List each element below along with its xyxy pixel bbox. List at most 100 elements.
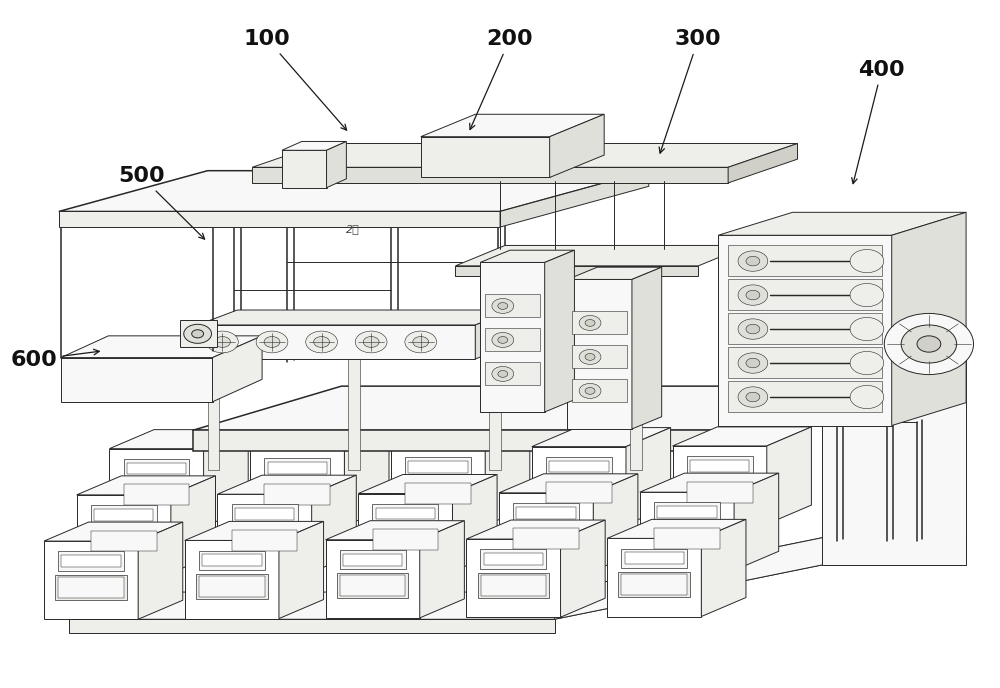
Circle shape <box>850 385 884 409</box>
Polygon shape <box>185 522 324 540</box>
Polygon shape <box>282 142 346 150</box>
Polygon shape <box>513 528 579 550</box>
Circle shape <box>738 319 768 339</box>
Polygon shape <box>235 508 294 520</box>
Polygon shape <box>489 345 514 351</box>
Polygon shape <box>572 345 627 368</box>
Polygon shape <box>549 461 609 473</box>
Circle shape <box>585 354 595 361</box>
Text: 300: 300 <box>659 29 722 153</box>
Circle shape <box>256 331 288 353</box>
Polygon shape <box>340 550 406 570</box>
Polygon shape <box>421 114 604 137</box>
Circle shape <box>850 352 884 374</box>
Polygon shape <box>264 458 330 477</box>
Polygon shape <box>250 429 389 448</box>
Polygon shape <box>593 474 638 571</box>
Polygon shape <box>58 551 124 571</box>
Polygon shape <box>651 526 723 551</box>
Polygon shape <box>61 358 213 402</box>
Polygon shape <box>91 530 157 552</box>
Polygon shape <box>687 482 753 502</box>
Polygon shape <box>94 509 153 521</box>
Polygon shape <box>208 351 219 470</box>
Polygon shape <box>767 427 811 524</box>
Circle shape <box>314 336 330 347</box>
Polygon shape <box>481 574 546 596</box>
Polygon shape <box>198 310 515 325</box>
Polygon shape <box>621 574 687 595</box>
Polygon shape <box>348 345 373 351</box>
Polygon shape <box>109 449 204 527</box>
Polygon shape <box>478 572 549 598</box>
Polygon shape <box>213 336 262 402</box>
Circle shape <box>192 330 204 338</box>
Circle shape <box>363 336 379 347</box>
Polygon shape <box>718 235 892 426</box>
Polygon shape <box>250 448 344 526</box>
Polygon shape <box>405 483 471 504</box>
Polygon shape <box>88 528 160 554</box>
Polygon shape <box>217 475 356 494</box>
Polygon shape <box>545 250 574 412</box>
Polygon shape <box>59 171 649 211</box>
Polygon shape <box>550 114 604 178</box>
Text: 200: 200 <box>470 29 533 129</box>
Polygon shape <box>657 506 717 518</box>
Polygon shape <box>252 167 728 183</box>
Polygon shape <box>337 573 408 599</box>
Polygon shape <box>728 246 882 276</box>
Polygon shape <box>55 574 127 600</box>
Circle shape <box>184 324 212 343</box>
Circle shape <box>585 387 595 394</box>
Circle shape <box>585 319 595 326</box>
Polygon shape <box>261 482 333 506</box>
Circle shape <box>579 316 601 330</box>
Polygon shape <box>630 345 655 351</box>
Polygon shape <box>180 320 217 347</box>
Polygon shape <box>229 528 300 553</box>
Polygon shape <box>391 428 530 447</box>
Circle shape <box>850 283 884 307</box>
Polygon shape <box>185 540 279 619</box>
Polygon shape <box>124 459 189 478</box>
Text: 2层: 2层 <box>346 224 360 234</box>
Circle shape <box>405 331 437 353</box>
Polygon shape <box>199 576 265 597</box>
Circle shape <box>917 336 941 352</box>
Polygon shape <box>121 482 192 507</box>
Polygon shape <box>718 213 966 235</box>
Polygon shape <box>500 171 649 227</box>
Polygon shape <box>171 476 215 573</box>
Polygon shape <box>485 363 540 385</box>
Polygon shape <box>728 279 882 310</box>
Text: 100: 100 <box>244 29 347 130</box>
Circle shape <box>579 383 601 398</box>
Polygon shape <box>127 463 186 475</box>
Polygon shape <box>532 428 671 447</box>
Polygon shape <box>621 548 687 568</box>
Circle shape <box>738 387 768 407</box>
Polygon shape <box>466 539 561 617</box>
Polygon shape <box>654 528 720 549</box>
Polygon shape <box>626 428 671 525</box>
Polygon shape <box>728 144 798 183</box>
Polygon shape <box>405 458 471 477</box>
Polygon shape <box>475 310 515 359</box>
Polygon shape <box>312 475 356 572</box>
Polygon shape <box>420 521 464 618</box>
Polygon shape <box>555 538 966 619</box>
Polygon shape <box>654 502 720 522</box>
Circle shape <box>738 251 768 271</box>
Polygon shape <box>630 351 642 470</box>
Polygon shape <box>373 529 438 550</box>
Polygon shape <box>376 508 435 519</box>
Polygon shape <box>344 429 389 526</box>
Polygon shape <box>771 345 796 351</box>
Polygon shape <box>484 553 543 565</box>
Polygon shape <box>480 262 545 412</box>
Polygon shape <box>485 428 530 526</box>
Polygon shape <box>452 475 497 572</box>
Circle shape <box>746 358 760 368</box>
Polygon shape <box>499 474 638 493</box>
